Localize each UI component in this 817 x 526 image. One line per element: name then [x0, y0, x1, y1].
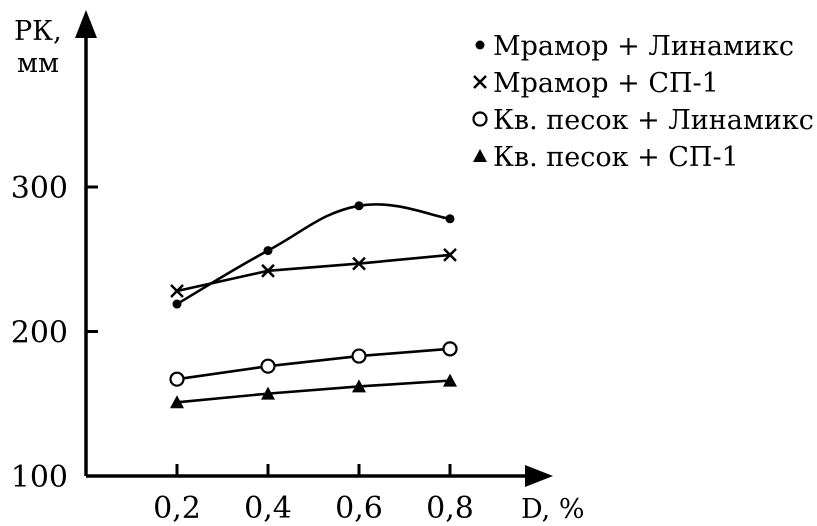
- series-line: [176, 347, 451, 381]
- series-4: [170, 373, 457, 409]
- series-2: [170, 248, 457, 298]
- series-line: [176, 203, 451, 306]
- legend-item: Мрамор + СП-1: [473, 68, 719, 99]
- data-point: [352, 379, 366, 393]
- y-axis-label-line2: мм: [17, 48, 59, 79]
- x-tick-label: 0,8: [426, 491, 474, 526]
- data-point: [352, 256, 366, 271]
- data-point: [443, 373, 457, 387]
- legend-label: Кв. песок + Линамикс: [493, 105, 814, 136]
- legend-label: Мрамор + СП-1: [493, 68, 719, 99]
- series-3: [169, 341, 458, 387]
- data-point: [170, 284, 184, 298]
- x-axis-arrow: [525, 465, 553, 487]
- y-tick-label: 300: [11, 171, 68, 206]
- data-point: [170, 395, 184, 409]
- legend-marker: [475, 40, 485, 50]
- data-point: [260, 358, 276, 374]
- data-point: [351, 348, 367, 364]
- legend-marker: [472, 111, 488, 127]
- y-tick-label: 100: [11, 460, 68, 495]
- cross-stroke: [473, 75, 487, 89]
- series-line: [176, 379, 451, 404]
- cross-stroke: [261, 263, 275, 278]
- x-axis-label: D, %: [521, 494, 585, 525]
- data-point: [261, 263, 275, 278]
- legend: Мрамор + Линамикс Мрамор + СП-1 Кв. песок …: [472, 31, 814, 173]
- cross-stroke: [352, 256, 366, 271]
- series-layer: [169, 201, 458, 409]
- legend-label: Мрамор + Линамикс: [493, 31, 794, 62]
- data-point: [442, 341, 458, 357]
- data-point: [263, 246, 273, 256]
- data-point: [261, 386, 275, 400]
- legend-marker: [473, 149, 487, 162]
- cross-stroke: [443, 248, 457, 262]
- legend-label: Кв. песок + СП-1: [493, 142, 739, 173]
- data-point: [169, 371, 185, 387]
- series-1: [172, 201, 455, 309]
- legend-item: Мрамор + Линамикс: [475, 31, 794, 62]
- y-axis-label-line1: РК,: [14, 16, 62, 47]
- cross-stroke: [170, 284, 184, 298]
- legend-item: Кв. песок + СП-1: [473, 142, 739, 173]
- legend-marker: [473, 75, 487, 89]
- x-tick-label: 0,6: [335, 491, 383, 526]
- legend-item: Кв. песок + Линамикс: [472, 105, 814, 136]
- x-ticks: 0,2 0,4 0,6 0,8: [153, 464, 474, 526]
- x-tick-label: 0,4: [244, 491, 292, 526]
- data-point: [172, 299, 182, 309]
- series-line: [176, 253, 451, 293]
- data-point: [443, 248, 457, 262]
- y-axis: [75, 10, 97, 476]
- y-axis-arrow: [75, 10, 97, 38]
- y-ticks: 100 200 300: [11, 171, 98, 495]
- data-point: [445, 214, 455, 224]
- x-axis: [86, 465, 553, 487]
- y-tick-label: 200: [11, 316, 68, 351]
- data-point: [354, 201, 364, 211]
- x-tick-label: 0,2: [153, 491, 201, 526]
